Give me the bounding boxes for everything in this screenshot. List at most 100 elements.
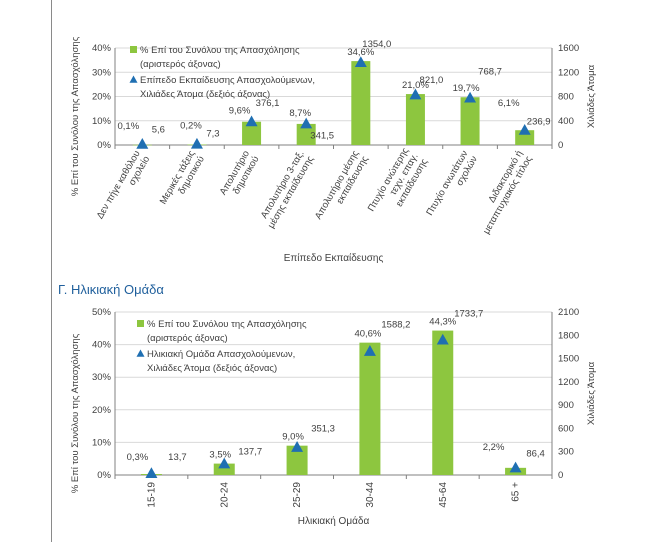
- marker-triangle: [436, 333, 449, 345]
- left-tick-label: 20%: [92, 92, 112, 103]
- marker-data-label: 1588,2: [381, 320, 410, 331]
- legend-marker-swatch: [129, 75, 138, 83]
- left-tick-label: 0%: [97, 470, 111, 481]
- y-axis-title: % Επί του Συνόλου της Απασχόλησης: [70, 333, 81, 493]
- right-tick-label: 1600: [558, 43, 579, 54]
- bar: [213, 463, 235, 475]
- legend-entry-text: Χιλιάδες Άτομα (δεξιός άξονας): [140, 89, 270, 100]
- bar-data-label: 2,2%: [483, 442, 505, 453]
- right-tick-label: 1800: [558, 330, 579, 341]
- marker-triangle: [518, 123, 531, 135]
- marker-data-label: 5,6: [152, 125, 165, 136]
- marker-triangle: [363, 345, 376, 356]
- bar: [286, 445, 308, 475]
- category-label-line: 30-44: [365, 482, 376, 508]
- y2-axis-title-text: Χιλιάδες Άτομα: [586, 361, 597, 425]
- bar: [359, 342, 381, 475]
- category-label: 15-19: [146, 482, 157, 508]
- legend-entry-text: Χιλιάδες Άτομα (δεξιός άξονας): [147, 363, 277, 374]
- x-axis-title: Επίπεδο Εκπαίδευσης: [284, 252, 384, 264]
- left-tick-label: 20%: [92, 405, 112, 416]
- category-label-line: 15-19: [146, 482, 157, 508]
- right-tick-label: 1200: [558, 67, 579, 78]
- legend-entry-text: (αριστερός άξονας): [140, 59, 221, 70]
- y2-axis-title: Χιλιάδες Άτομα: [586, 361, 597, 425]
- legend-entry-text: Επίπεδο Εκπαίδευσης Απασχολούμενων,: [140, 75, 315, 86]
- marker-triangle: [145, 467, 158, 479]
- left-tick-label: 10%: [92, 116, 112, 127]
- marker-triangle: [245, 115, 258, 127]
- bar: [296, 123, 316, 145]
- left-tick-label: 30%: [92, 372, 112, 383]
- category-label-line: 65 +: [511, 482, 522, 502]
- marker-data-label: 1354,0: [362, 39, 391, 50]
- marker-data-label: 341,5: [310, 130, 334, 141]
- marker-triangle: [136, 137, 149, 149]
- bar-data-label: 0,3%: [127, 452, 149, 463]
- y2-axis-title: Χιλιάδες Άτομα: [586, 64, 597, 128]
- legend-entry-text: % Επί του Συνόλου της Απασχόλησης: [140, 45, 300, 56]
- y-axis-title: % Επί του Συνόλου της Απασχόλησης: [70, 36, 81, 196]
- y-axis-title-text: % Επί του Συνόλου της Απασχόλησης: [70, 36, 81, 196]
- legend-marker-swatch: [136, 349, 145, 357]
- marker-triangle: [300, 117, 313, 129]
- bar-data-label: 40,6%: [354, 329, 381, 340]
- marker-triangle: [190, 137, 203, 149]
- category-label: Απολυτήριο 3-ταξ.μέσης εκπαίδευσης: [259, 149, 317, 231]
- right-tick-label: 400: [558, 116, 574, 127]
- left-tick-label: 50%: [92, 307, 112, 318]
- left-tick-label: 40%: [92, 43, 112, 54]
- marker-data-label: 351,3: [311, 424, 335, 435]
- marker-triangle: [509, 461, 522, 473]
- bar-data-label: 19,7%: [453, 83, 480, 94]
- marker-triangle: [291, 441, 304, 452]
- right-tick-label: 0: [558, 470, 563, 481]
- page-left-rule: [51, 0, 52, 542]
- marker-triangle: [354, 56, 367, 68]
- left-tick-label: 10%: [92, 437, 112, 448]
- bar-data-label: 44,3%: [429, 317, 456, 328]
- category-label-line: 25-29: [292, 482, 303, 508]
- category-label-line: 45-64: [438, 482, 449, 508]
- legend-entry-text: % Επί του Συνόλου της Απασχόλησης: [147, 319, 307, 330]
- left-tick-label: 0%: [97, 140, 111, 151]
- category-label: 45-64: [438, 482, 449, 508]
- right-tick-label: 800: [558, 92, 574, 103]
- marker-triangle: [464, 91, 477, 103]
- marker-data-label: 1733,7: [454, 308, 483, 319]
- bar: [432, 330, 454, 475]
- left-tick-label: 30%: [92, 67, 112, 78]
- marker-triangle: [218, 457, 231, 469]
- category-label-line: 20-24: [219, 482, 230, 508]
- right-tick-label: 1500: [558, 354, 579, 365]
- bar: [460, 97, 480, 145]
- legend-bar-swatch: [137, 320, 144, 327]
- legend-bar-swatch: [130, 46, 137, 53]
- bar-data-label: 0,1%: [117, 121, 139, 132]
- section-title: Γ. Ηλικιακή Ομάδα: [58, 282, 164, 297]
- bar-data-label: 6,1%: [498, 98, 520, 109]
- right-tick-label: 0: [558, 140, 563, 151]
- right-tick-label: 1200: [558, 377, 579, 388]
- category-label: 25-29: [292, 482, 303, 508]
- bar-data-label: 0,2%: [180, 121, 202, 132]
- bar-data-label: 8,7%: [289, 108, 311, 119]
- marker-data-label: 7,3: [206, 129, 219, 140]
- bar-data-label: 21,0%: [402, 80, 429, 91]
- bar-data-label: 3,5%: [209, 450, 231, 461]
- right-tick-label: 600: [558, 423, 574, 434]
- category-label: 65 +: [511, 482, 522, 502]
- right-tick-label: 900: [558, 400, 574, 411]
- legend-entry-text: (αριστερός άξονας): [147, 333, 228, 344]
- bar-data-label: 9,0%: [282, 432, 304, 443]
- left-tick-label: 40%: [92, 340, 112, 351]
- marker-data-label: 236,9: [527, 117, 551, 128]
